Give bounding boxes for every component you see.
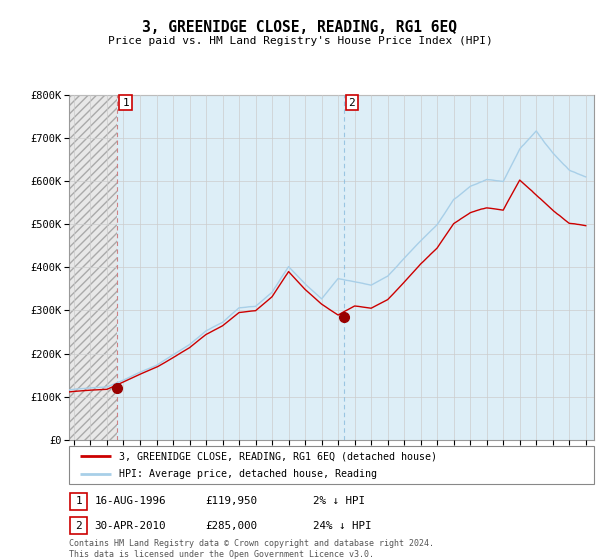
Bar — [69, 95, 117, 440]
Text: 2% ↓ HPI: 2% ↓ HPI — [313, 497, 365, 506]
Bar — [117, 95, 344, 440]
Text: 2: 2 — [75, 521, 82, 530]
Text: 1: 1 — [122, 97, 129, 108]
Text: £285,000: £285,000 — [205, 521, 257, 530]
Text: £119,950: £119,950 — [205, 497, 257, 506]
Bar — [69, 95, 117, 440]
Text: HPI: Average price, detached house, Reading: HPI: Average price, detached house, Read… — [119, 469, 377, 479]
Bar — [70, 493, 87, 510]
Text: 3, GREENIDGE CLOSE, READING, RG1 6EQ (detached house): 3, GREENIDGE CLOSE, READING, RG1 6EQ (de… — [119, 451, 437, 461]
Text: Contains HM Land Registry data © Crown copyright and database right 2024.
This d: Contains HM Land Registry data © Crown c… — [69, 539, 434, 559]
Text: 24% ↓ HPI: 24% ↓ HPI — [313, 521, 372, 530]
Bar — [344, 95, 594, 440]
Text: 1: 1 — [75, 497, 82, 506]
Bar — [70, 517, 87, 534]
Text: 16-AUG-1996: 16-AUG-1996 — [94, 497, 166, 506]
Text: 2: 2 — [349, 97, 355, 108]
Text: 3, GREENIDGE CLOSE, READING, RG1 6EQ: 3, GREENIDGE CLOSE, READING, RG1 6EQ — [143, 20, 458, 35]
Text: 30-APR-2010: 30-APR-2010 — [94, 521, 166, 530]
Text: Price paid vs. HM Land Registry's House Price Index (HPI): Price paid vs. HM Land Registry's House … — [107, 36, 493, 46]
